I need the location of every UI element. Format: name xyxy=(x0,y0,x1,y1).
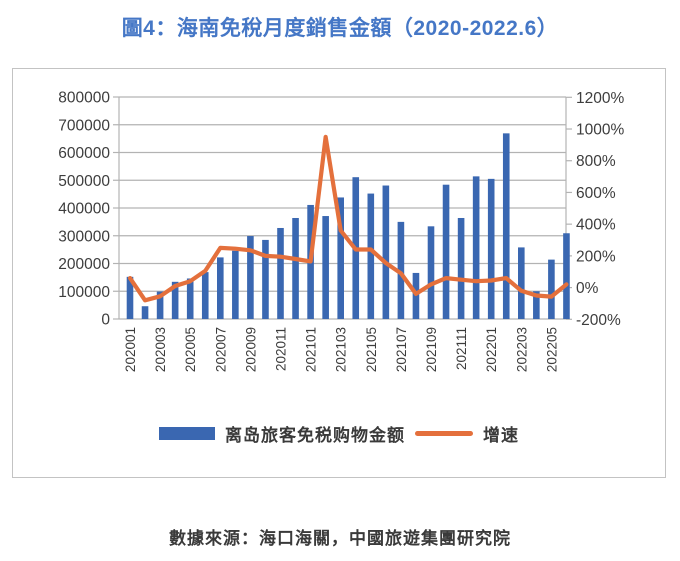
x-axis-tick-label: 202001 xyxy=(123,327,138,372)
legend-bar-swatch xyxy=(159,427,215,440)
bar-202106 xyxy=(382,185,390,319)
bar-202201 xyxy=(487,178,495,319)
right-axis-tick-label: 400% xyxy=(576,217,616,234)
bar-202206 xyxy=(563,233,570,319)
bar-202012 xyxy=(292,217,299,319)
x-axis-tick-label: 202203 xyxy=(514,327,529,372)
x-axis-tick-label: 202007 xyxy=(213,327,228,372)
right-axis-tick-label: 800% xyxy=(576,153,616,170)
x-axis-tick-label: 202011 xyxy=(274,327,289,371)
bar-202103 xyxy=(337,197,344,319)
right-axis-tick-label: 0% xyxy=(576,280,599,297)
right-axis-tick-label: 1200% xyxy=(576,90,624,107)
bar-202006 xyxy=(201,272,209,319)
x-axis-tick-label: 202111 xyxy=(454,327,469,370)
bar-202110 xyxy=(442,184,450,319)
bar-202011 xyxy=(277,227,284,319)
chart-title: 圖4：海南免稅月度銷售金額（2020-2022.6） xyxy=(121,17,559,40)
x-axis-tick-label: 202107 xyxy=(394,327,409,372)
bar-202107 xyxy=(397,221,405,319)
bar-202109 xyxy=(427,226,435,319)
right-axis-tick-label: -200% xyxy=(576,312,621,329)
chart-area: 800000 700000 600000 500000 400000 300000 2000… xyxy=(12,68,666,478)
x-axis-tick-label: 202101 xyxy=(304,327,319,372)
bar-202003 xyxy=(156,291,164,319)
bar-202204 xyxy=(533,291,540,319)
legend-line-swatch xyxy=(415,431,473,436)
right-axis-tick-label: 600% xyxy=(576,185,616,202)
legend-line-label: 增速 xyxy=(483,426,519,445)
bar-202009 xyxy=(247,236,254,319)
left-axis-tick-label: 100000 xyxy=(58,284,110,301)
x-axis-tick-label: 202109 xyxy=(424,327,439,372)
x-axis-tick-label: 202009 xyxy=(243,327,258,372)
x-axis-tick-label: 202003 xyxy=(153,327,168,372)
left-axis-tick-label: 0 xyxy=(101,312,110,329)
left-axis-tick-label: 700000 xyxy=(58,117,110,134)
left-axis-tick-label: 800000 xyxy=(58,90,110,107)
growth-line xyxy=(127,134,569,303)
bar-202005 xyxy=(186,278,194,319)
left-axis-tick-label: 200000 xyxy=(58,256,110,273)
left-axis-tick-label: 500000 xyxy=(58,173,110,190)
right-axis-tick-label: 200% xyxy=(576,248,616,265)
x-axis-tick-label: 202103 xyxy=(334,327,349,372)
bar-202007 xyxy=(217,257,224,319)
bar-202002 xyxy=(141,306,149,319)
combo-chart: 800000 700000 600000 500000 400000 300000 2000… xyxy=(58,90,624,373)
bar-202001 xyxy=(126,276,134,319)
x-axis-tick-label: 202105 xyxy=(364,327,379,372)
bar-202202 xyxy=(502,133,510,319)
bar-202008 xyxy=(232,250,239,319)
bar-202102 xyxy=(322,216,329,319)
x-axis-tick-label: 202005 xyxy=(183,327,198,372)
right-axis-tick-label: 1000% xyxy=(576,122,624,139)
x-axis-tick-label: 202205 xyxy=(544,327,559,372)
bar-202004 xyxy=(171,281,179,319)
bar-202203 xyxy=(518,247,525,319)
x-axis-tick-label: 202201 xyxy=(484,327,499,372)
bar-202112 xyxy=(472,176,480,319)
bar-202010 xyxy=(262,239,269,319)
bar-202111 xyxy=(457,217,465,319)
left-axis-tick-label: 600000 xyxy=(58,145,110,162)
bar-202105 xyxy=(367,193,375,319)
legend-bar-label: 离岛旅客免税购物金额 xyxy=(225,426,405,445)
left-axis-tick-label: 400000 xyxy=(58,201,110,218)
left-axis-tick-label: 300000 xyxy=(58,228,110,245)
bar-202205 xyxy=(548,259,555,319)
chart-legend: 离岛旅客免税购物金额 增速 xyxy=(13,421,665,446)
source-note: 數據來源：海口海關，中國旅遊集團研究院 xyxy=(169,529,511,548)
